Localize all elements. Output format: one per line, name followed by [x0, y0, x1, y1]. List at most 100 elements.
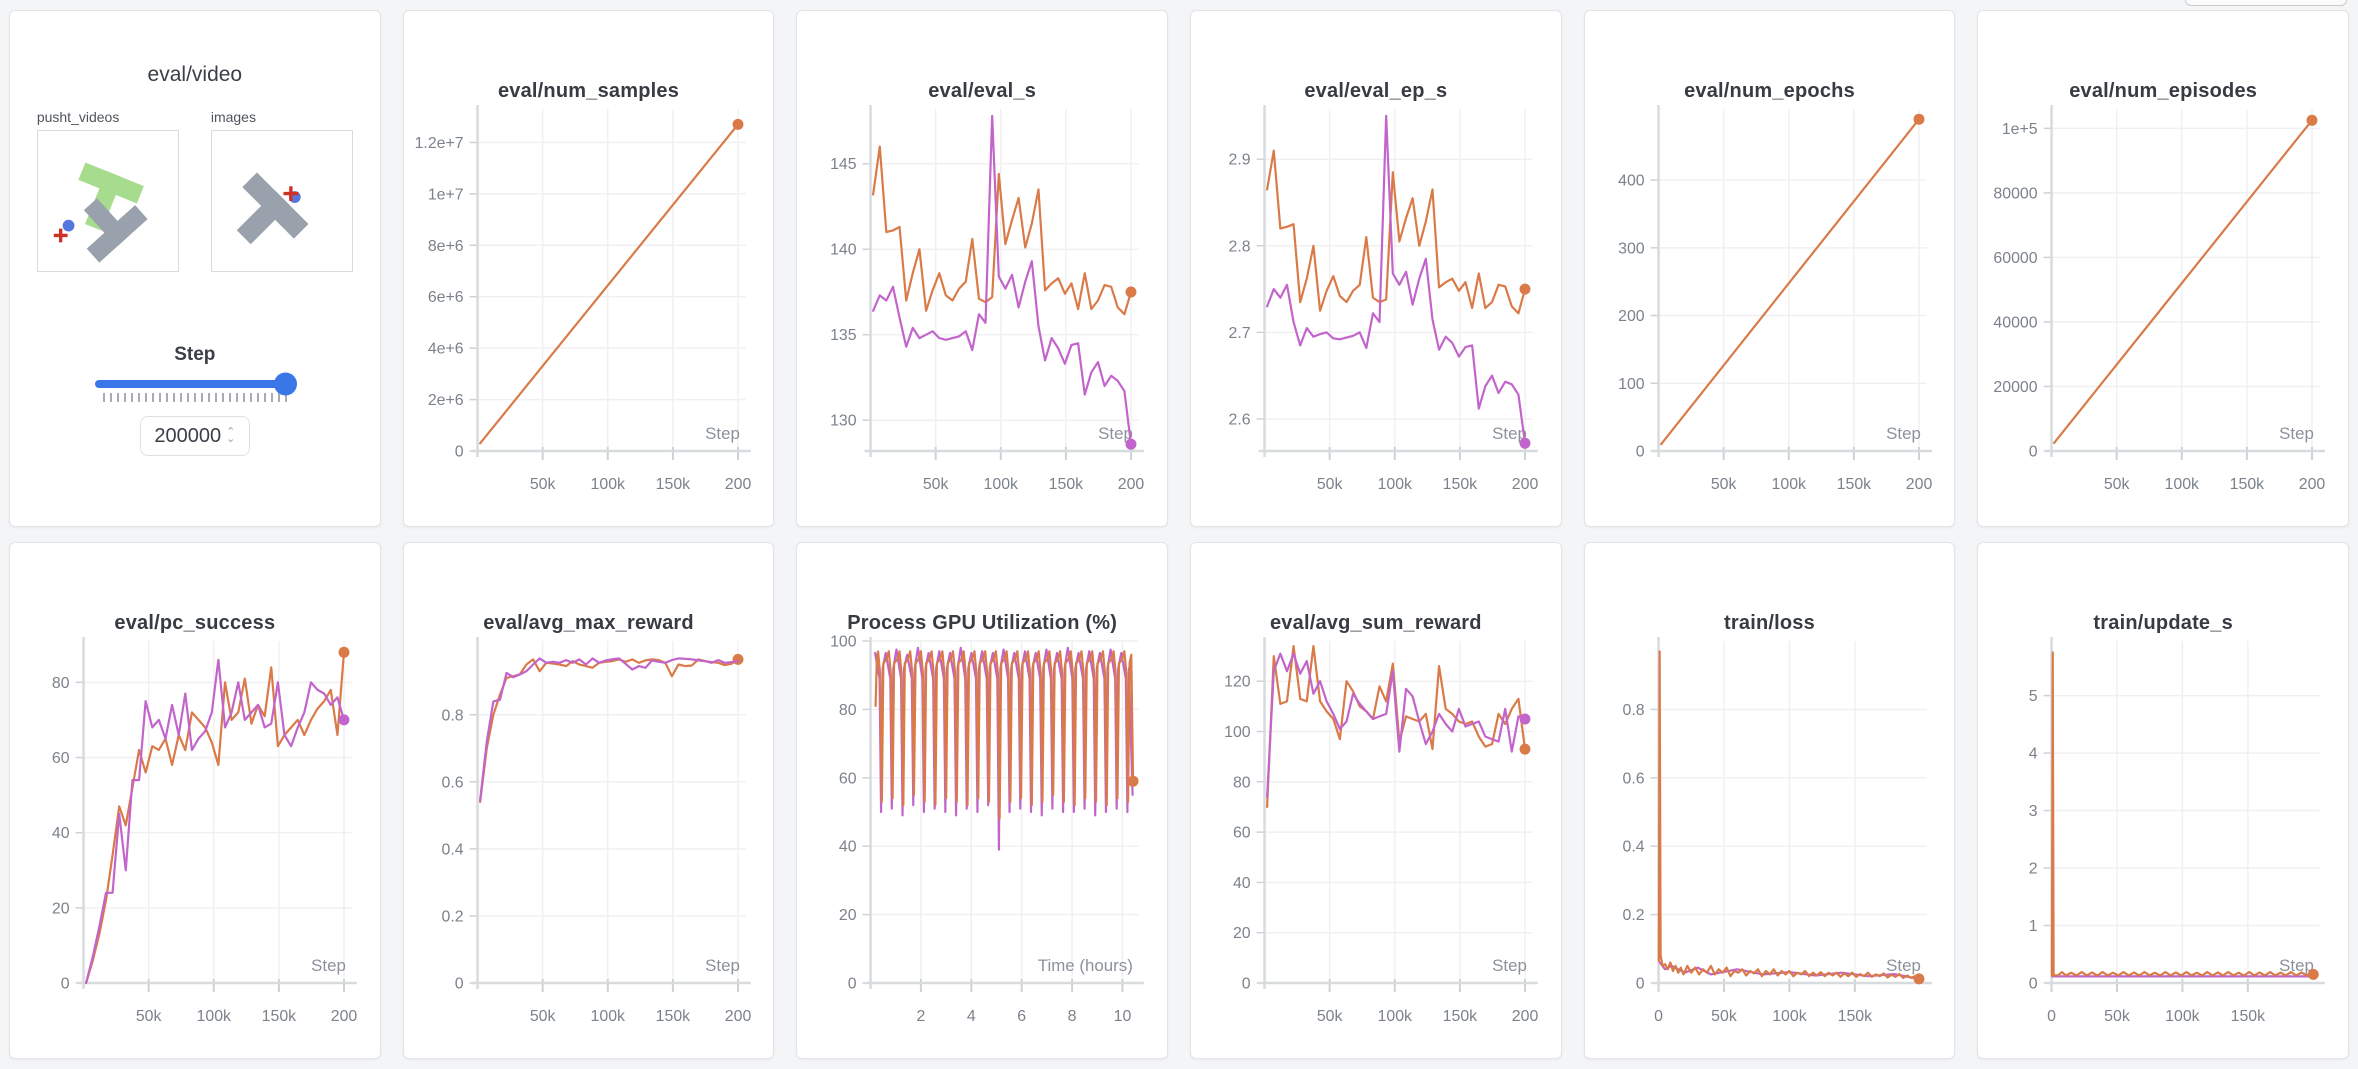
pusht-video-preview[interactable]: [36, 130, 179, 272]
svg-text:100: 100: [1224, 724, 1251, 741]
svg-text:40: 40: [52, 825, 70, 842]
svg-text:4: 4: [967, 1008, 976, 1025]
thumbnail-label: pusht_videos: [36, 109, 120, 125]
svg-text:100: 100: [830, 635, 857, 651]
svg-text:100k: 100k: [2165, 476, 2199, 493]
svg-text:40: 40: [1233, 875, 1251, 892]
svg-text:0.6: 0.6: [1622, 770, 1644, 787]
chart-title: eval/eval_ep_s: [1304, 80, 1448, 102]
svg-text:40000: 40000: [1994, 314, 2038, 331]
svg-text:50k: 50k: [2104, 1008, 2130, 1025]
svg-text:0.2: 0.2: [441, 908, 463, 925]
panel-eval-pc-success[interactable]: eval/pc_success 50k 100k 150k 200 0 20 40 60 80 S…: [9, 542, 381, 1059]
svg-text:200: 200: [1618, 308, 1645, 325]
step-down-icon[interactable]: ⌄: [226, 433, 236, 445]
svg-text:0: 0: [1635, 975, 1644, 992]
svg-text:50k: 50k: [1317, 1008, 1343, 1025]
svg-text:80: 80: [839, 702, 857, 719]
svg-text:80: 80: [52, 675, 70, 692]
panel-process-gpu-utilization[interactable]: Process GPU Utilization (%) 2 4 6 8 10 0 20 40 6…: [796, 542, 1168, 1059]
step-slider[interactable]: [94, 372, 297, 402]
panel-train-update-s[interactable]: train/update_s 0 50k 100k 150k 0 1 2 3 4 5 Step: [1977, 542, 2349, 1059]
svg-text:100k: 100k: [1378, 476, 1412, 493]
svg-text:80000: 80000: [1994, 185, 2038, 202]
svg-text:0: 0: [61, 975, 70, 992]
step-slider-ticks: [102, 393, 291, 402]
step-value-input[interactable]: 200000 ⌃ ⌄: [139, 416, 250, 456]
svg-text:145: 145: [830, 156, 857, 173]
svg-text:0: 0: [848, 975, 857, 992]
svg-text:100k: 100k: [984, 476, 1018, 493]
panel-eval-num-episodes[interactable]: eval/num_episodes 50k 100k 150k 200 0 20000 40…: [1977, 10, 2349, 527]
thumbnail-row: pusht_videos: [36, 109, 353, 272]
svg-text:100k: 100k: [1378, 1008, 1412, 1025]
svg-text:100k: 100k: [590, 476, 624, 493]
images-preview[interactable]: [210, 130, 353, 272]
panel-eval-num-epochs[interactable]: eval/num_epochs 50k 100k 150k 200 0 100 200 300…: [1583, 10, 1956, 527]
panel-eval-num-samples[interactable]: eval/num_samples 50k 100k 150k 200 0 2e+6 4e+6…: [402, 10, 775, 527]
svg-text:80: 80: [1233, 774, 1251, 791]
svg-text:200: 200: [1905, 476, 1932, 493]
chart-title: train/update_s: [2093, 612, 2233, 634]
step-value: 200000: [154, 424, 222, 447]
chart-title: train/loss: [1724, 612, 1815, 634]
svg-text:2.6: 2.6: [1229, 411, 1251, 428]
svg-text:1e+7: 1e+7: [427, 186, 463, 203]
svg-text:1: 1: [2029, 918, 2038, 935]
thumbnail-label: images: [210, 109, 256, 125]
step-slider-track[interactable]: [94, 372, 297, 396]
step-stepper[interactable]: ⌃ ⌄: [226, 426, 236, 445]
panel-eval-avg-sum-reward[interactable]: eval/avg_sum_reward 50k 100k 150k 200 0 20 40 6…: [1189, 542, 1562, 1059]
svg-text:Time (hours): Time (hours): [1038, 956, 1133, 975]
panel-eval-avg-max-reward[interactable]: eval/avg_max_reward 50k 100k 150k 200 0 0.2 0.…: [402, 542, 775, 1059]
svg-text:2.8: 2.8: [1229, 238, 1251, 255]
step-slider-knob[interactable]: [273, 372, 297, 396]
svg-text:60: 60: [839, 770, 857, 787]
chart-title: eval/avg_sum_reward: [1269, 612, 1482, 634]
svg-text:10: 10: [1114, 1008, 1132, 1025]
svg-text:Step: Step: [1098, 424, 1133, 443]
svg-text:200: 200: [2299, 476, 2326, 493]
media-panel-title: eval/video: [147, 63, 243, 86]
thumbnail-pusht-videos: pusht_videos: [36, 109, 179, 272]
chart-canvas: 50k 100k 150k 200 0 100 200 300 400 Step: [1618, 105, 1932, 493]
svg-text:0.2: 0.2: [1622, 907, 1644, 924]
chart-title: eval/avg_max_reward: [483, 612, 694, 634]
chart-canvas: 0 50k 100k 150k 0 1 2 3 4 5 Step: [2029, 637, 2326, 1025]
svg-text:50k: 50k: [1317, 476, 1343, 493]
svg-text:0: 0: [2047, 1008, 2056, 1025]
svg-text:0.8: 0.8: [1622, 702, 1644, 719]
svg-text:300: 300: [1618, 240, 1645, 257]
svg-text:4e+6: 4e+6: [427, 341, 463, 358]
panel-eval-eval-s[interactable]: eval/eval_s 50k 100k 150k 200 130 135 140 145 St…: [796, 10, 1168, 527]
svg-text:20: 20: [1233, 925, 1251, 942]
svg-text:150k: 150k: [1836, 476, 1870, 493]
chart-title: eval/num_epochs: [1684, 80, 1855, 102]
panel-train-loss[interactable]: train/loss 0 50k 100k 150k 0 0.2 0.4 0.6 0.8 Step: [1583, 542, 1956, 1059]
step-up-icon[interactable]: ⌃: [226, 426, 236, 438]
svg-text:50k: 50k: [923, 476, 949, 493]
target-cross: [283, 186, 299, 201]
images-scene-image: [236, 172, 309, 245]
svg-text:100k: 100k: [197, 1008, 231, 1025]
svg-text:150k: 150k: [655, 476, 689, 493]
svg-text:150k: 150k: [1443, 476, 1477, 493]
panel-eval-eval-ep-s[interactable]: eval/eval_ep_s 50k 100k 150k 200 2.6 2.7 2.8 2.…: [1189, 10, 1562, 527]
chart-title: Process GPU Utilization (%): [847, 612, 1118, 634]
svg-text:200: 200: [1512, 1008, 1539, 1025]
svg-text:60: 60: [1233, 825, 1251, 842]
svg-text:50k: 50k: [2104, 476, 2130, 493]
partial-offscreen-control: [2185, 0, 2347, 6]
svg-text:3: 3: [2029, 803, 2038, 820]
svg-text:Step: Step: [311, 956, 346, 975]
svg-text:100k: 100k: [2166, 1008, 2200, 1025]
panel-eval-video[interactable]: eval/video pusht_videos: [9, 10, 381, 527]
pusht-scene-image: [53, 162, 148, 263]
chart-canvas: 50k 100k 150k 200 0 0.2 0.4 0.6 0.8 Step: [441, 637, 751, 1025]
svg-text:2.9: 2.9: [1229, 152, 1251, 169]
svg-text:0: 0: [1635, 443, 1644, 460]
svg-text:60: 60: [52, 750, 70, 767]
svg-text:50k: 50k: [1711, 476, 1737, 493]
svg-text:0.4: 0.4: [441, 841, 463, 858]
svg-text:40: 40: [839, 839, 857, 856]
